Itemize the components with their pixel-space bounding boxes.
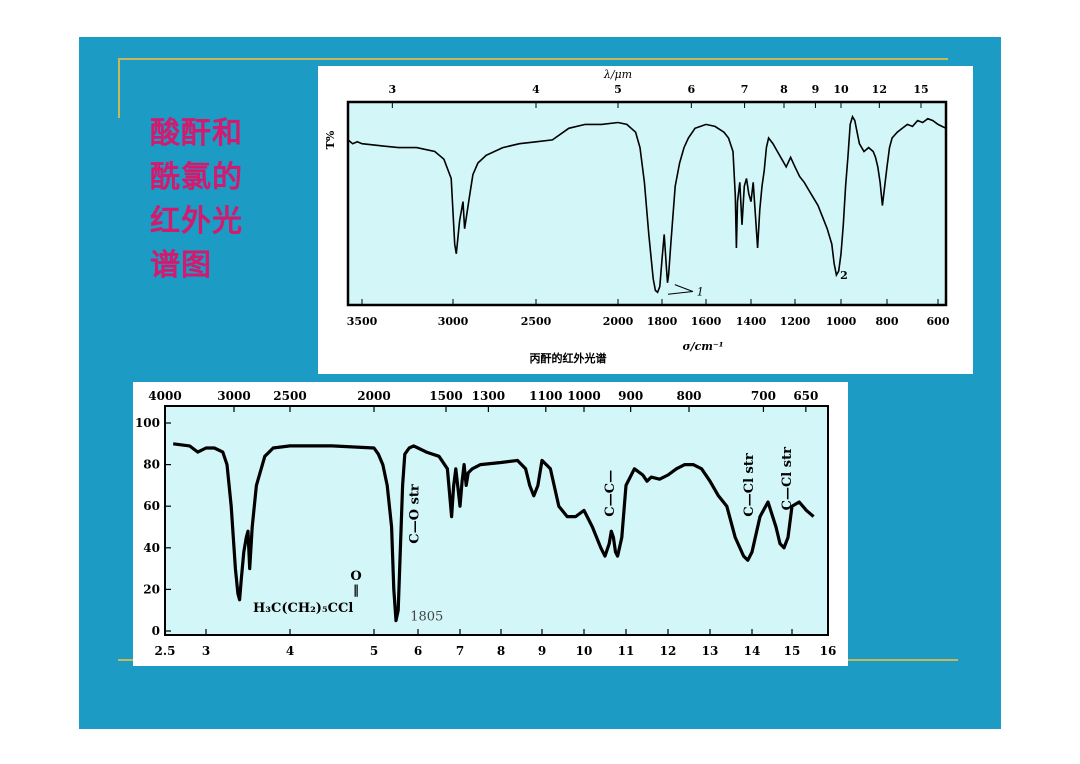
formula-text: H₃C(CH₂)₅CCl [253, 601, 353, 616]
band-annotation: C—O str [408, 484, 423, 544]
x-tick-label: 2.5 [155, 644, 176, 658]
y-tick-label: 20 [143, 582, 160, 596]
x-tick-label: 3500 [347, 315, 378, 328]
top-tick-label: 3 [389, 83, 397, 96]
y-tick-label: 100 [135, 416, 160, 430]
formula-oxygen: O [350, 569, 361, 584]
top-tick-label: 1100 [529, 389, 562, 403]
peak-wavenumber-label: 1805 [410, 610, 443, 625]
x-tick-label: 3000 [438, 315, 469, 328]
peak-label: 1 [697, 285, 704, 298]
slide-title-line: 酸酐和 [150, 116, 243, 151]
top-tick-label: 3000 [217, 389, 250, 403]
x-tick-label: 1800 [647, 315, 678, 328]
x-axis-label: σ/cm⁻¹ [682, 340, 723, 353]
slide-title-line: 谱图 [150, 248, 212, 283]
top-rule [118, 58, 948, 60]
anhydride-ir-chart: 3500 3000 2500 2000 1800 1600 1400 1200 1000 800 6… [324, 68, 950, 365]
top-tick-label: 8 [780, 83, 788, 96]
top-tick-label: 900 [618, 389, 643, 403]
x-tick-label: 7 [456, 644, 464, 658]
y-tick-label: 80 [143, 458, 160, 472]
top-tick-label: 15 [913, 83, 928, 96]
x-tick-label: 1000 [826, 315, 857, 328]
band-annotation: C—Cl str [742, 453, 757, 516]
top-tick-label: 4 [532, 83, 540, 96]
compound-formula: O ‖ H₃C(CH₂)₅CCl [253, 569, 362, 616]
y-tick-label: 60 [143, 499, 160, 513]
x-tick-label: 2500 [521, 315, 552, 328]
top-tick-label: 6 [688, 83, 696, 96]
x-tick-label: 5 [370, 644, 378, 658]
peak-pointer [667, 290, 693, 295]
x-tick-label: 3 [202, 644, 210, 658]
top-tick-label: 7 [741, 83, 749, 96]
y-tick-label: 0 [152, 624, 160, 638]
slide-title-line: 酰氯的 [150, 160, 243, 195]
x-tick-label: 10 [576, 644, 593, 658]
peak-pointer [674, 284, 693, 292]
slide-title-line: 红外光 [150, 204, 243, 239]
top-tick-label: 700 [751, 389, 776, 403]
peak-label: 2 [840, 269, 848, 282]
top-tick-label: 9 [812, 83, 820, 96]
top-tick-label: 1300 [472, 389, 505, 403]
acyl-chloride-ir-chart: 0 20 40 60 80 100 2.5 3 4 5 6 7 8 9 10 11 12 13 14 15 16 4000… [135, 389, 837, 658]
x-tick-label: 15 [784, 644, 801, 658]
top-tick-label: 4000 [148, 389, 181, 403]
top-tick-label: 1000 [567, 389, 600, 403]
x-tick-label: 12 [660, 644, 677, 658]
x-tick-label: 4 [286, 644, 294, 658]
x-tick-label: 9 [538, 644, 546, 658]
slide-title: 酸酐和 酰氯的 红外光 谱图 [150, 112, 270, 288]
plot-area [346, 100, 948, 307]
acyl-chloride-spectrum-panel: 0 20 40 60 80 100 2.5 3 4 5 6 7 8 9 10 11 12 13 14 15 16 4000… [133, 382, 848, 666]
anhydride-spectrum-panel: 3500 3000 2500 2000 1800 1600 1400 1200 1000 800 6… [318, 66, 973, 374]
y-tick-label: 40 [143, 541, 160, 555]
x-tick-label: 800 [876, 315, 899, 328]
left-rule [118, 58, 120, 118]
x-tick-label: 1600 [691, 315, 722, 328]
formula-double-bond: ‖ [353, 583, 359, 597]
x-tick-label: 1400 [736, 315, 767, 328]
plot-area [164, 405, 829, 636]
spectrum-line [172, 442, 815, 623]
x-tick-label: 13 [702, 644, 719, 658]
top-axis-label: λ/μm [603, 68, 632, 81]
top-tick-label: 2500 [273, 389, 306, 403]
top-tick-label: 1500 [429, 389, 462, 403]
x-tick-label: 1200 [780, 315, 811, 328]
top-tick-label: 10 [833, 83, 849, 96]
x-tick-label: 2000 [603, 315, 634, 328]
spectrum-line [347, 114, 947, 294]
band-annotation: C—Cl str [780, 447, 795, 510]
band-annotation: C—C— [603, 470, 618, 517]
top-tick-label: 650 [793, 389, 818, 403]
chart-caption: 丙酐的红外光谱 [530, 351, 607, 365]
x-tick-label: 600 [927, 315, 950, 328]
y-axis-label: T% [324, 130, 337, 149]
x-tick-label: 14 [744, 644, 761, 658]
top-tick-label: 800 [676, 389, 701, 403]
x-tick-label: 11 [618, 644, 635, 658]
top-tick-label: 5 [614, 83, 622, 96]
x-tick-label: 16 [820, 644, 837, 658]
top-tick-label: 2000 [357, 389, 390, 403]
x-tick-label: 8 [497, 644, 505, 658]
top-tick-label: 12 [872, 83, 887, 96]
x-tick-label: 6 [414, 644, 422, 658]
